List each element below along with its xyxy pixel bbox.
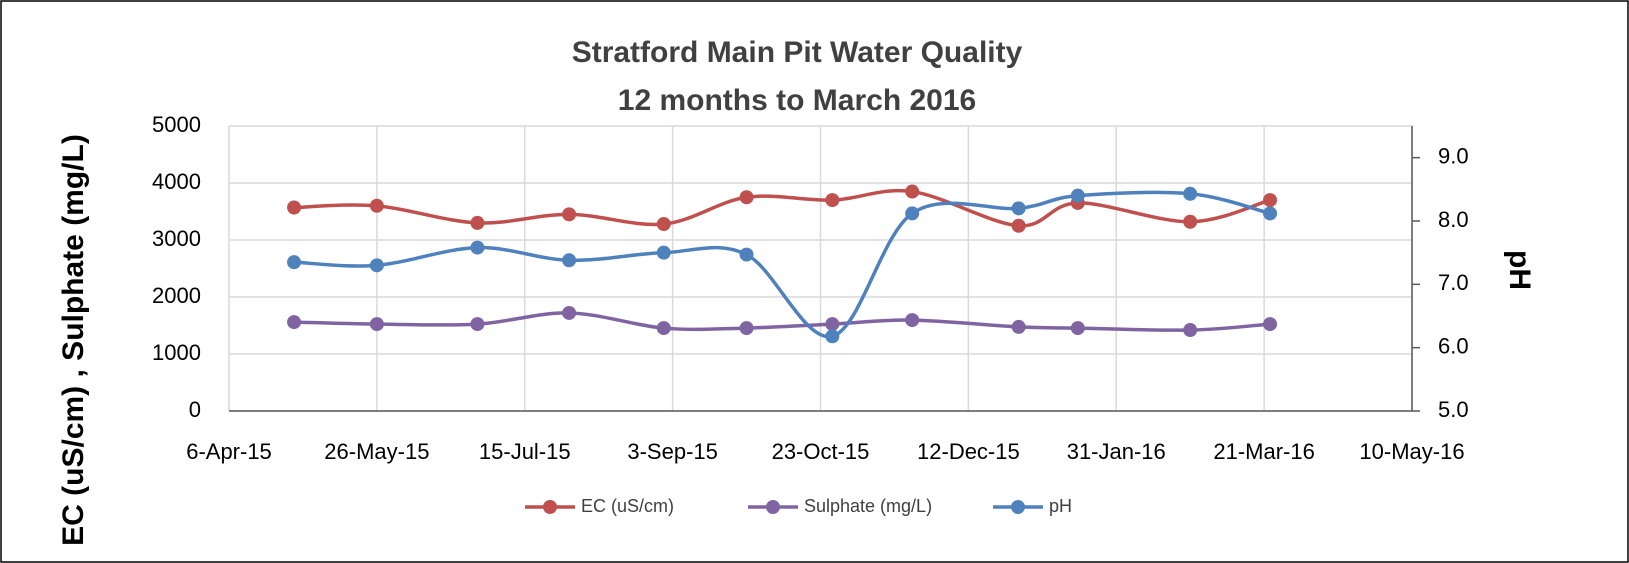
legend-marker <box>1011 500 1025 514</box>
y2-tick-label: 5.0 <box>1438 397 1469 422</box>
y-tick-label: 1000 <box>152 340 201 365</box>
point <box>287 315 302 330</box>
x-tick-label: 31-Jan-16 <box>1067 439 1166 464</box>
point <box>1011 319 1026 334</box>
y2-tick-label: 7.0 <box>1438 270 1469 295</box>
x-tick-label: 10-May-16 <box>1359 439 1464 464</box>
point <box>470 215 485 230</box>
chart-subtitle: 12 months to March 2016 <box>618 84 976 117</box>
x-tick-label: 23-Oct-15 <box>772 439 870 464</box>
point <box>1263 206 1278 221</box>
point <box>905 184 920 199</box>
x-tick-label: 6-Apr-15 <box>186 439 272 464</box>
point <box>656 217 671 232</box>
point <box>562 207 577 222</box>
y2-tick-label: 9.0 <box>1438 143 1469 168</box>
series-line <box>294 188 1271 228</box>
legend-label: Sulphate (mg/L) <box>804 496 932 516</box>
y2-axis-title: pH <box>1503 250 1536 290</box>
x-tick-label: 15-Jul-15 <box>479 439 571 464</box>
y2-tick-label: 6.0 <box>1438 333 1469 358</box>
point <box>739 321 754 336</box>
point <box>1011 218 1026 233</box>
point <box>656 321 671 336</box>
point <box>825 193 840 208</box>
legend-marker <box>543 500 557 514</box>
point <box>287 255 302 270</box>
y-tick-label: 4000 <box>152 169 201 194</box>
legend-label: pH <box>1049 496 1072 516</box>
point <box>1183 214 1198 229</box>
y-axis-title: EC (uS/cm) , Sulphate (mg/L) <box>57 134 90 546</box>
point <box>1263 193 1278 208</box>
point <box>1263 317 1278 332</box>
chart-title: Stratford Main Pit Water Quality <box>572 36 1023 69</box>
legend-marker <box>766 500 780 514</box>
x-tick-label: 12-Dec-15 <box>917 439 1020 464</box>
point <box>1070 321 1085 336</box>
point <box>905 206 920 221</box>
x-tick-label: 3-Sep-15 <box>627 439 718 464</box>
y2-tick-label: 8.0 <box>1438 207 1469 232</box>
y-tick-label: 3000 <box>152 226 201 251</box>
point <box>470 240 485 255</box>
point <box>562 253 577 268</box>
y-tick-label: 5000 <box>152 112 201 137</box>
point <box>825 329 840 344</box>
y-tick-label: 0 <box>189 397 201 422</box>
x-tick-label: 26-May-15 <box>324 439 429 464</box>
point <box>369 258 384 273</box>
point <box>1070 188 1085 203</box>
point <box>1183 186 1198 201</box>
point <box>287 200 302 215</box>
point <box>1183 323 1198 338</box>
point <box>562 305 577 320</box>
y-tick-label: 2000 <box>152 283 201 308</box>
point <box>739 190 754 205</box>
point <box>470 317 485 332</box>
point <box>369 317 384 332</box>
point <box>369 198 384 213</box>
point <box>905 313 920 328</box>
point <box>739 247 754 262</box>
point <box>1011 201 1026 216</box>
legend-label: EC (uS/cm) <box>581 496 674 516</box>
point <box>656 245 671 260</box>
x-tick-label: 21-Mar-16 <box>1213 439 1314 464</box>
point <box>825 317 840 332</box>
series-line <box>294 311 1271 332</box>
